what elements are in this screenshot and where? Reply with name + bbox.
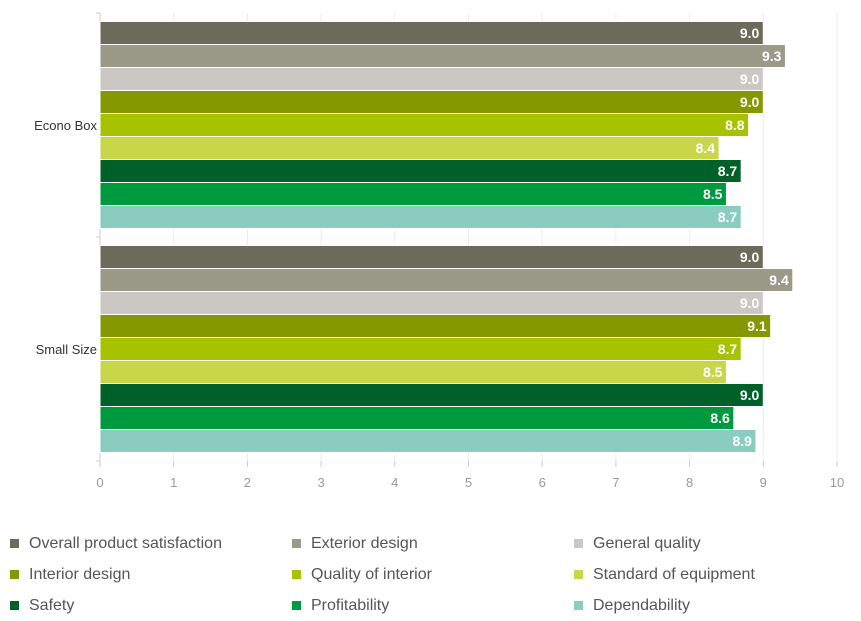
bar xyxy=(99,268,794,292)
x-tick-label: 0 xyxy=(96,475,103,490)
bar xyxy=(99,245,764,269)
bar xyxy=(99,159,742,183)
bar xyxy=(99,21,764,45)
data-label: 8.7 xyxy=(718,341,738,357)
bar xyxy=(99,44,786,68)
legend-label: Exterior design xyxy=(311,534,418,552)
x-tick-label: 6 xyxy=(539,475,546,490)
legend-label: Standard of equipment xyxy=(593,565,755,583)
legend-item[interactable]: Exterior design xyxy=(292,528,418,559)
data-label: 8.5 xyxy=(703,364,723,380)
legend-item[interactable]: Interior design xyxy=(10,559,130,590)
legend-label: Quality of interior xyxy=(311,565,432,583)
legend-swatch xyxy=(574,570,583,579)
legend-swatch xyxy=(574,539,583,548)
legend-swatch xyxy=(292,601,301,610)
category-label: Small Size xyxy=(36,342,97,357)
x-tick-label: 2 xyxy=(244,475,251,490)
legend-label: General quality xyxy=(593,534,701,552)
bar xyxy=(99,383,764,407)
x-tick-label: 4 xyxy=(391,475,398,490)
bar xyxy=(99,182,727,206)
bar xyxy=(99,406,735,430)
data-label: 8.4 xyxy=(696,140,716,156)
data-label: 9.0 xyxy=(740,71,760,87)
bar xyxy=(99,205,742,229)
bar xyxy=(99,429,757,453)
data-label: 9.0 xyxy=(740,387,760,403)
data-label: 8.5 xyxy=(703,186,723,202)
legend-swatch xyxy=(10,601,19,610)
data-label: 8.9 xyxy=(732,433,752,449)
data-label: 8.6 xyxy=(710,410,730,426)
legend-item[interactable]: Standard of equipment xyxy=(574,559,755,590)
legend-swatch xyxy=(10,570,19,579)
bar xyxy=(99,314,772,338)
x-tick-label: 7 xyxy=(612,475,619,490)
x-tick-label: 1 xyxy=(170,475,177,490)
data-label: 9.0 xyxy=(740,94,760,110)
legend-swatch xyxy=(292,539,301,548)
data-label: 8.7 xyxy=(718,209,738,225)
legend-label: Dependability xyxy=(593,596,690,614)
legend-swatch xyxy=(574,601,583,610)
legend-swatch xyxy=(10,539,19,548)
legend-label: Profitability xyxy=(311,596,390,614)
legend-item[interactable]: Safety xyxy=(10,590,74,621)
legend-label: Interior design xyxy=(29,565,131,583)
bar xyxy=(99,360,727,384)
bar xyxy=(99,291,764,315)
legend-item[interactable]: General quality xyxy=(574,528,701,559)
data-label: 9.0 xyxy=(740,25,760,41)
legend-label: Overall product satisfaction xyxy=(29,534,222,552)
legend-item[interactable]: Overall product satisfaction xyxy=(10,528,222,559)
x-tick-label: 5 xyxy=(465,475,472,490)
bar xyxy=(99,136,720,160)
data-label: 8.7 xyxy=(718,163,738,179)
category-label: Econo Box xyxy=(34,118,97,133)
bar xyxy=(99,67,764,91)
chart-legend: Overall product satisfaction Exterior des… xyxy=(0,528,861,621)
bar xyxy=(99,337,742,361)
data-label: 9.0 xyxy=(740,249,760,265)
data-label: 9.1 xyxy=(747,318,767,334)
x-tick-label: 8 xyxy=(686,475,693,490)
x-tick-label: 10 xyxy=(830,475,844,490)
legend-item[interactable]: Dependability xyxy=(574,590,690,621)
bar xyxy=(99,90,764,114)
data-label: 9.3 xyxy=(762,48,782,64)
legend-swatch xyxy=(292,570,301,579)
data-label: 9.4 xyxy=(769,272,789,288)
legend-item[interactable]: Quality of interior xyxy=(292,559,432,590)
bar xyxy=(99,113,750,137)
legend-label: Safety xyxy=(29,596,75,614)
data-label: 9.0 xyxy=(740,295,760,311)
x-tick-label: 9 xyxy=(760,475,767,490)
legend-item[interactable]: Profitability xyxy=(292,590,389,621)
data-label: 8.8 xyxy=(725,117,745,133)
x-tick-label: 3 xyxy=(317,475,324,490)
